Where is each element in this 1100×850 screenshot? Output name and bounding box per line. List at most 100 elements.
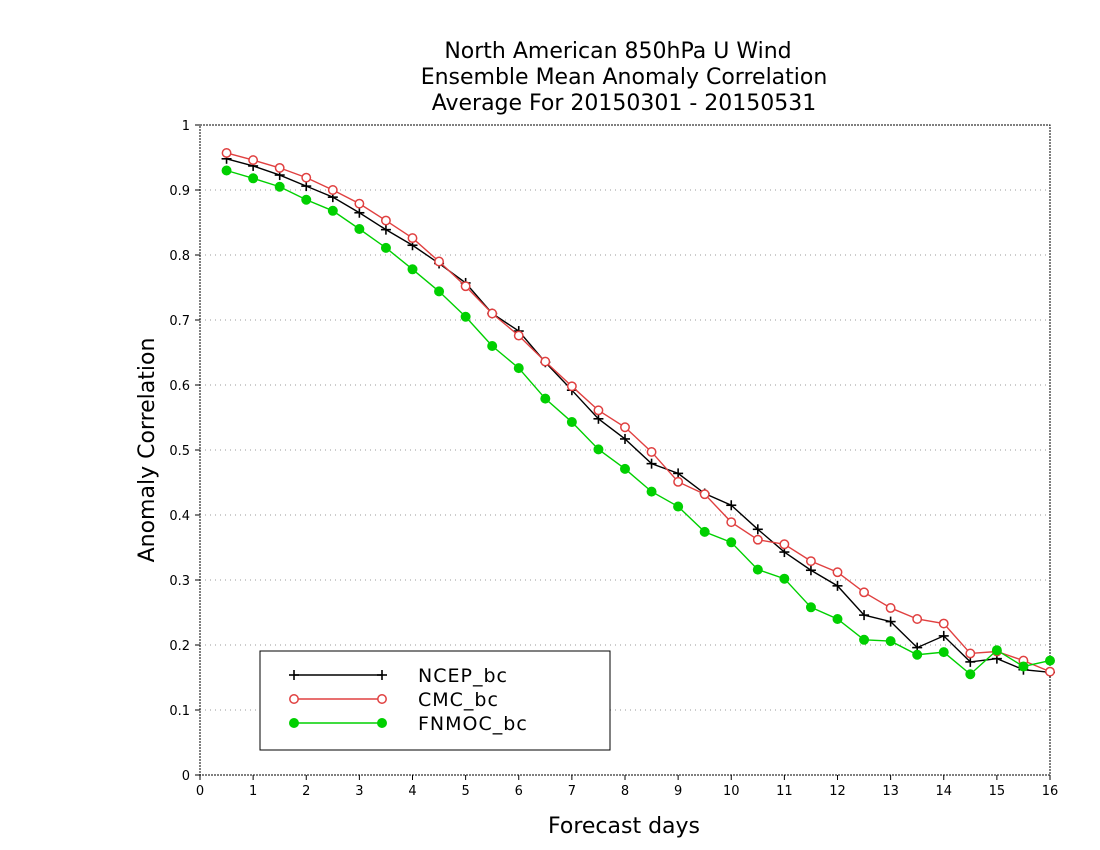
legend-item-cmc-bc: CMC_bc: [289, 689, 499, 711]
data-point-cmc-bc: [274, 162, 285, 173]
x-tick-label: 11: [776, 784, 793, 799]
x-tick-label: 15: [989, 784, 1006, 799]
data-point-cmc-bc: [487, 308, 498, 319]
y-tick-label: 0.7: [169, 314, 190, 329]
y-tick-label: 0.1: [169, 704, 190, 719]
data-point-fnmoc-bc: [779, 573, 790, 584]
data-point-fnmoc-bc: [673, 501, 684, 512]
data-point-cmc-bc: [540, 356, 551, 367]
y-tick-label: 0.8: [169, 249, 190, 264]
series-line-ncep-bc: [226, 158, 1051, 673]
x-tick-label: 6: [515, 784, 523, 799]
y-tick-label: 0.3: [169, 574, 190, 589]
data-point-cmc-bc: [460, 281, 471, 292]
data-point-cmc-bc: [726, 517, 737, 528]
data-point-fnmoc-bc: [991, 645, 1002, 656]
data-point-cmc-bc: [221, 148, 232, 158]
data-point-ncep-bc: [965, 656, 976, 667]
data-point-fnmoc-bc: [301, 194, 312, 205]
data-point-fnmoc-bc: [460, 311, 471, 322]
data-point-fnmoc-bc: [859, 634, 870, 645]
y-tick-label: 0.2: [169, 639, 190, 654]
y-tick-label: 0.4: [169, 509, 190, 524]
data-point-cmc-bc: [673, 476, 684, 487]
data-point-fnmoc-bc: [885, 636, 896, 647]
legend-box: [259, 650, 611, 751]
data-point-cmc-bc: [779, 539, 790, 550]
legend-marker-ncep-bc: [289, 670, 299, 680]
data-point-ncep-bc: [301, 181, 312, 192]
data-point-ncep-bc: [380, 224, 391, 235]
data-point-cmc-bc: [407, 233, 418, 244]
data-point-ncep-bc: [620, 433, 630, 444]
x-tick-label: 12: [829, 784, 846, 799]
data-point-fnmoc-bc: [487, 341, 498, 351]
data-point-fnmoc-bc: [699, 526, 710, 537]
data-point-fnmoc-bc: [566, 417, 577, 428]
data-point-fnmoc-bc: [1018, 661, 1029, 672]
x-axis-ticks: 0 1 2 3 4 5 6 7 8 9 10 11 12 13 14 15 16: [196, 775, 1058, 799]
data-point-fnmoc-bc: [912, 649, 923, 660]
legend-marker-cmc-bc: [377, 694, 387, 704]
data-point-cmc-bc: [354, 198, 365, 209]
legend-item-ncep-bc: NCEP_bc: [289, 665, 508, 687]
data-point-ncep-bc: [646, 458, 657, 469]
x-tick-label: 16: [1042, 784, 1059, 799]
y-tick-label: 0.6: [169, 379, 190, 394]
data-point-cmc-bc: [965, 648, 976, 659]
data-point-cmc-bc: [912, 614, 923, 624]
series-layer: [221, 148, 1055, 680]
data-point-ncep-bc: [885, 616, 896, 627]
data-point-cmc-bc: [513, 330, 524, 341]
data-point-fnmoc-bc: [832, 614, 843, 624]
data-point-ncep-bc: [938, 630, 949, 641]
data-point-fnmoc-bc: [805, 602, 816, 613]
x-tick-label: 2: [302, 784, 310, 799]
data-point-cmc-bc: [832, 567, 843, 578]
x-tick-label: 3: [355, 784, 363, 799]
x-tick-label: 7: [568, 784, 576, 799]
data-point-fnmoc-bc: [646, 486, 657, 497]
legend-marker-ncep-bc: [377, 670, 387, 680]
data-point-fnmoc-bc: [620, 463, 630, 474]
x-axis-label: Forecast days: [548, 814, 700, 839]
data-point-cmc-bc: [646, 447, 657, 457]
y-tick-label: 0.5: [169, 444, 190, 459]
x-tick-label: 14: [935, 784, 952, 799]
data-point-fnmoc-bc: [380, 242, 391, 253]
data-point-cmc-bc: [1045, 666, 1055, 677]
chart-title-line-1: North American 850hPa U Wind: [444, 39, 791, 64]
y-tick-label: 1: [182, 119, 190, 134]
data-point-ncep-bc: [805, 565, 816, 576]
legend-label-ncep-bc: NCEP_bc: [418, 665, 508, 687]
data-point-ncep-bc: [673, 468, 684, 479]
data-point-fnmoc-bc: [354, 224, 365, 234]
data-point-ncep-bc: [859, 610, 870, 621]
x-tick-label: 4: [408, 784, 416, 799]
x-tick-label: 10: [723, 784, 740, 799]
data-point-cmc-bc: [566, 381, 577, 392]
data-point-cmc-bc: [327, 185, 338, 195]
data-point-fnmoc-bc: [1045, 655, 1055, 666]
data-point-fnmoc-bc: [938, 647, 949, 658]
data-point-fnmoc-bc: [221, 165, 232, 176]
x-tick-label: 1: [249, 784, 257, 799]
data-point-fnmoc-bc: [540, 393, 551, 404]
data-point-ncep-bc: [593, 413, 604, 424]
chart-title-line-3: Average For 20150301 - 20150531: [432, 91, 817, 116]
data-point-ncep-bc: [832, 580, 843, 591]
x-tick-label: 8: [621, 784, 629, 799]
legend-marker-fnmoc-bc: [289, 718, 299, 728]
legend-label-fnmoc-bc: FNMOC_bc: [418, 713, 528, 735]
data-point-ncep-bc: [752, 524, 763, 535]
grid: [200, 189, 1050, 711]
legend-label-cmc-bc: CMC_bc: [418, 689, 499, 711]
data-point-cmc-bc: [859, 587, 870, 598]
series-fnmoc-bc: [221, 165, 1055, 680]
data-point-fnmoc-bc: [593, 444, 604, 455]
data-point-fnmoc-bc: [327, 205, 338, 216]
data-point-fnmoc-bc: [248, 173, 259, 184]
